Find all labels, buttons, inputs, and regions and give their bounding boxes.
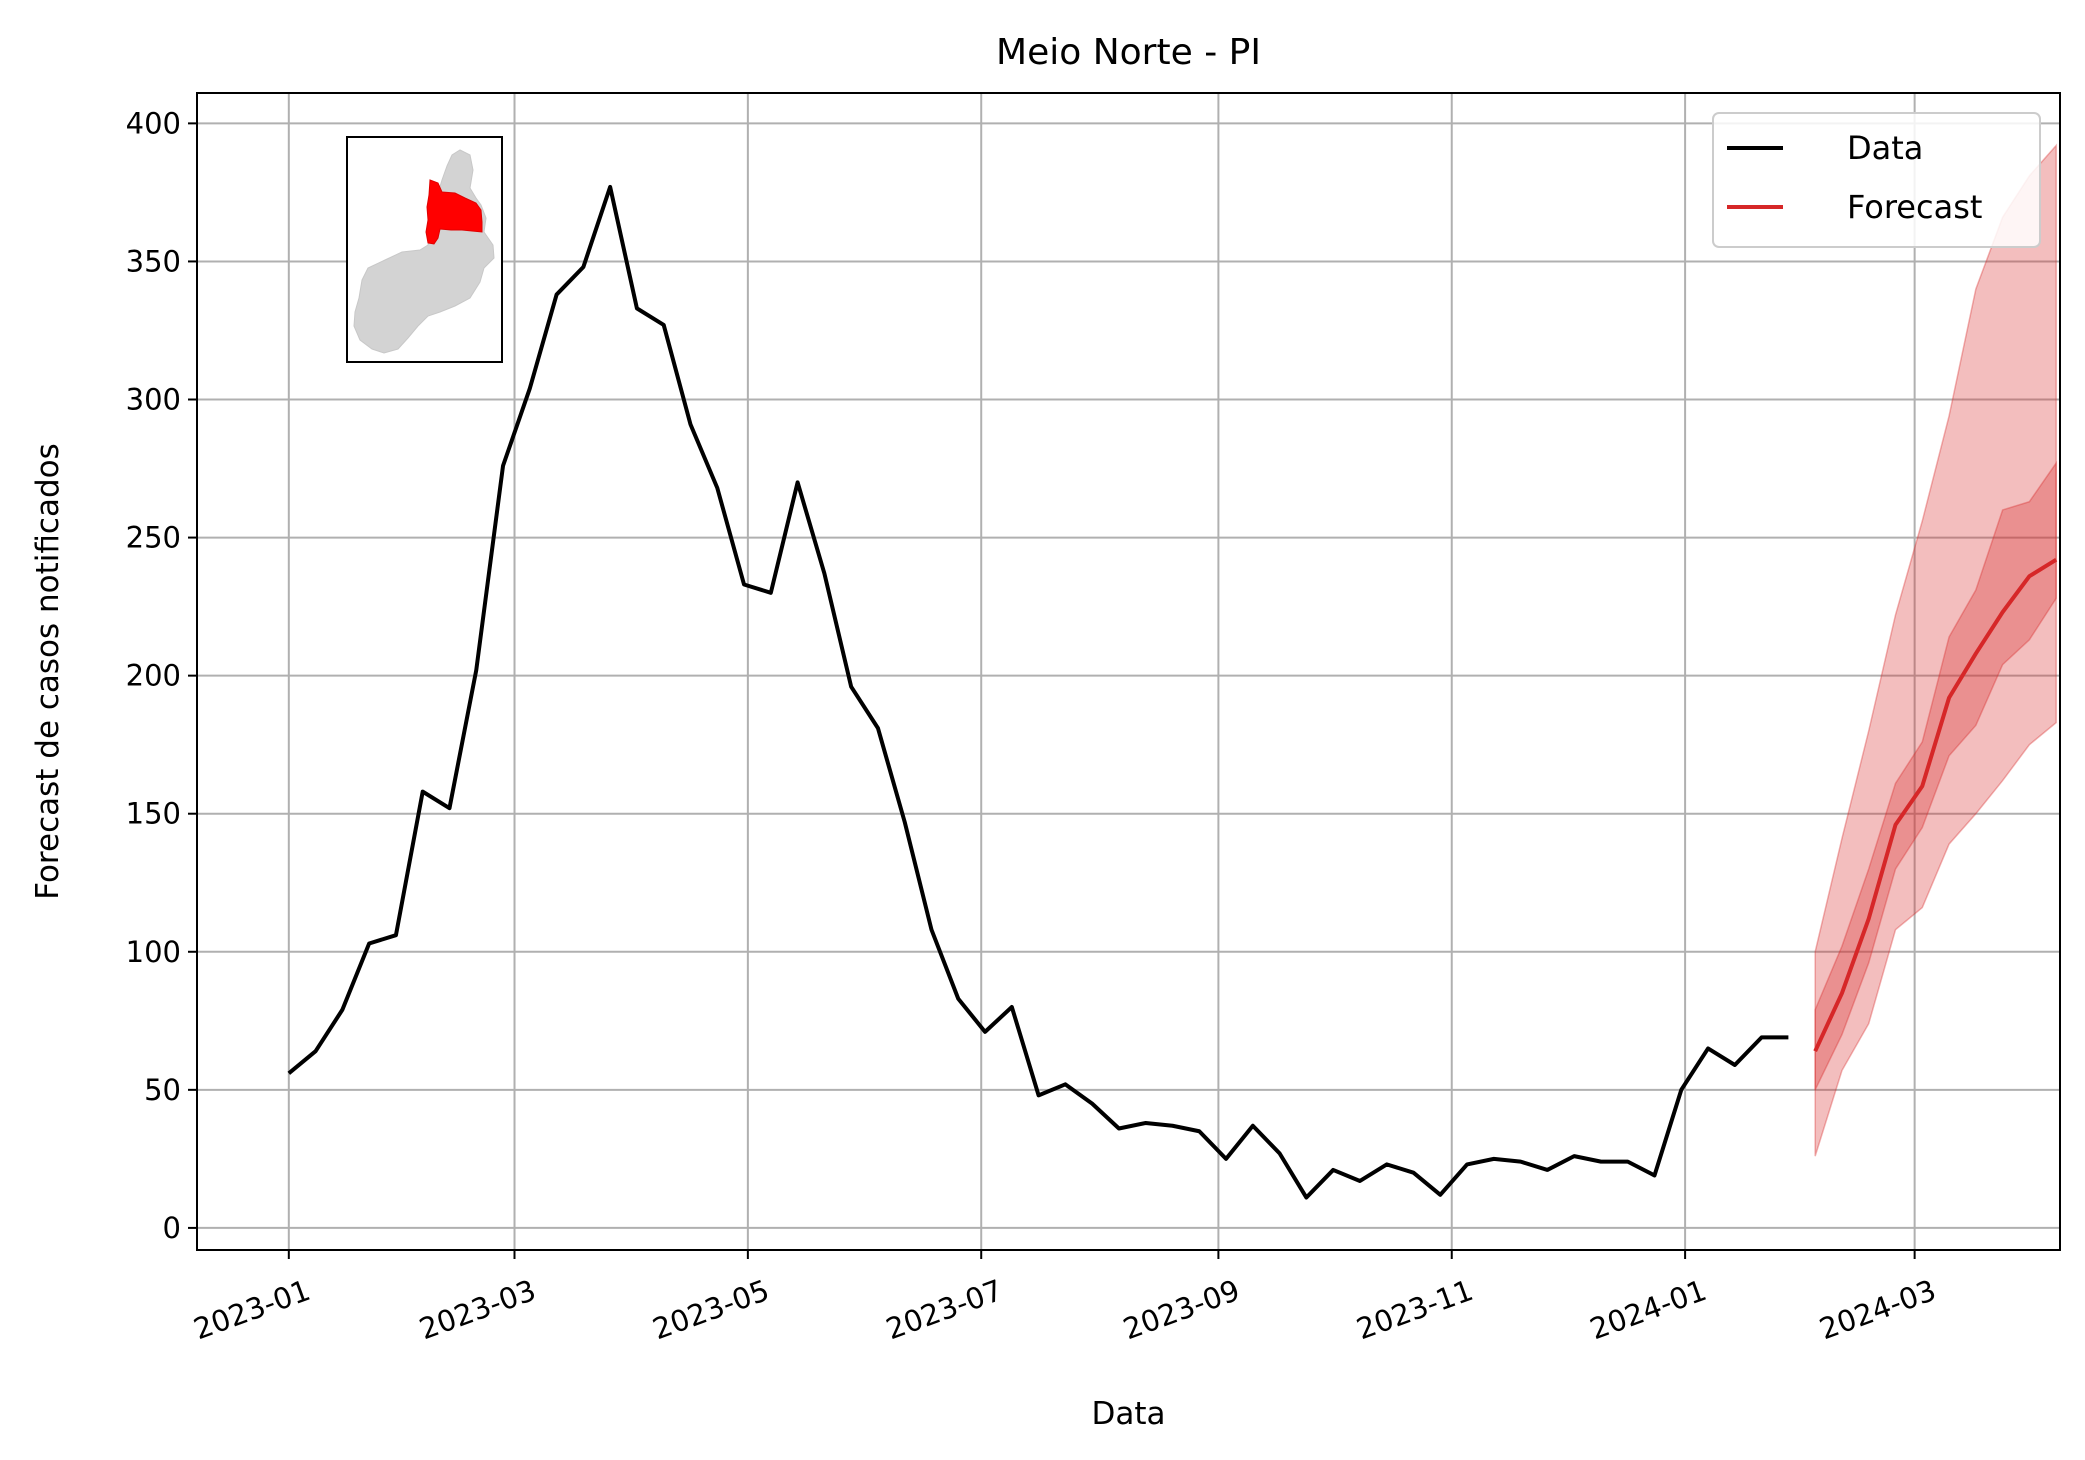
y-tick-label: 400: [126, 106, 181, 140]
forecast-series-line: [1813, 557, 2058, 1053]
y-tick-label: 350: [126, 244, 181, 278]
legend-label-data: Data: [1847, 129, 1923, 167]
series-lines: [287, 184, 2058, 1200]
y-tick-label: 50: [144, 1073, 181, 1107]
region-shape: [425, 179, 483, 245]
forecast-outer-band: [1814, 143, 2057, 1157]
legend: Data Forecast: [1712, 112, 2041, 248]
y-tick-label: 100: [126, 935, 181, 969]
inset-map: [346, 136, 503, 363]
grid-lines: [197, 93, 2060, 1250]
y-axis-title: Forecast de casos notificados: [30, 443, 66, 900]
y-tick-label: 150: [126, 797, 181, 831]
legend-box: [1712, 112, 2041, 248]
plot-frame: [196, 92, 2061, 1251]
y-tick-label: 200: [126, 659, 181, 693]
y-tick-label: 300: [126, 383, 181, 417]
y-tick-label: 250: [126, 521, 181, 555]
legend-label-forecast: Forecast: [1847, 188, 1982, 226]
y-tick-label: 0: [163, 1211, 181, 1245]
data-series-line: [287, 184, 1789, 1200]
x-axis-title: Data: [1091, 1396, 1165, 1432]
chart-title: Meio Norte - PI: [996, 32, 1261, 73]
